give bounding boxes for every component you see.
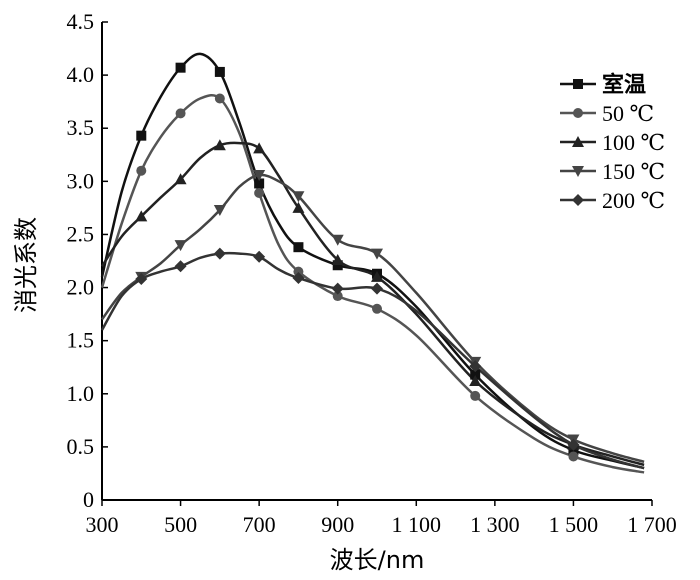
- y-tick-label: 1.5: [67, 328, 95, 353]
- data-point-series-4: [292, 191, 305, 203]
- legend: 室温 50 ℃ 100 ℃ 150 ℃ 200 ℃: [560, 72, 665, 213]
- legend-marker: [572, 136, 584, 147]
- data-point-series-5: [213, 247, 226, 260]
- data-point-series-3: [213, 139, 226, 151]
- y-tick-label: 0.5: [67, 434, 95, 459]
- data-point-series-5: [292, 271, 305, 284]
- data-point-series-5: [253, 250, 266, 263]
- data-point-series-2: [175, 108, 186, 119]
- data-point-series-3: [331, 253, 344, 265]
- data-point-series-3: [469, 375, 482, 387]
- legend-marker: [573, 108, 583, 118]
- data-point-series-3: [135, 210, 148, 222]
- x-ticks: 300 500 700 900 1 100 1 300 1 500 1 700: [86, 500, 677, 537]
- series-line-2: [100, 93, 645, 474]
- series-line-1: [100, 52, 645, 470]
- data-point-series-2: [214, 93, 225, 104]
- x-tick-label: 300: [86, 512, 119, 537]
- data-point-series-1: [175, 62, 186, 73]
- y-ticks: 0 0.5 1.0 1.5 2.0 2.5 3.0 3.5 4.0 4.5: [67, 9, 108, 512]
- data-point-series-5: [469, 360, 482, 373]
- data-point-series-3: [371, 270, 383, 282]
- data-point-series-4: [174, 240, 187, 252]
- data-point-series-2: [470, 390, 481, 401]
- series-line-3: [100, 141, 645, 467]
- series-line-5: [100, 251, 645, 470]
- legend-label: 100 ℃: [602, 130, 665, 155]
- data-point-series-5: [135, 273, 148, 286]
- legend-label: 室温: [602, 72, 646, 98]
- series-markers: [135, 62, 580, 462]
- legend-label: 200 ℃: [602, 188, 665, 213]
- y-tick-label: 1.0: [67, 381, 95, 406]
- data-point-series-5: [567, 438, 580, 451]
- data-point-series-1: [136, 130, 147, 141]
- data-point-series-4: [371, 248, 383, 260]
- y-tick-label: 4.5: [67, 9, 95, 34]
- data-point-series-5: [174, 260, 187, 273]
- data-point-series-1: [293, 242, 304, 253]
- legend-label: 150 ℃: [602, 159, 665, 184]
- y-tick-label: 4.0: [67, 62, 95, 87]
- x-tick-label: 900: [321, 512, 354, 537]
- y-tick-label: 3.5: [67, 115, 95, 140]
- legend-marker: [572, 166, 584, 177]
- y-tick-label: 2.0: [67, 275, 95, 300]
- legend-marker: [572, 194, 584, 206]
- y-tick-label: 0: [83, 487, 94, 512]
- x-tick-label: 500: [164, 512, 197, 537]
- y-tick-label: 3.0: [67, 168, 95, 193]
- data-point-series-4: [213, 205, 226, 217]
- data-point-series-4: [331, 234, 344, 246]
- data-point-series-4: [253, 169, 266, 181]
- x-tick-label: 700: [243, 512, 276, 537]
- data-point-series-2: [254, 188, 265, 199]
- x-tick-label: 1 500: [549, 512, 599, 537]
- data-point-series-1: [254, 178, 265, 189]
- x-tick-label: 1 300: [470, 512, 520, 537]
- legend-label: 50 ℃: [602, 101, 654, 126]
- data-point-series-5: [371, 282, 383, 295]
- series-lines: [100, 52, 645, 474]
- data-point-series-2: [293, 266, 304, 277]
- x-tick-label: 1 700: [627, 512, 677, 537]
- data-point-series-2: [332, 291, 343, 302]
- x-tick-label: 1 100: [392, 512, 442, 537]
- data-point-series-1: [214, 66, 225, 77]
- data-point-series-3: [253, 142, 266, 154]
- legend-marker: [573, 79, 583, 89]
- y-tick-label: 2.5: [67, 221, 95, 246]
- data-point-series-3: [174, 173, 187, 185]
- x-axis-title: 波长/nm: [330, 546, 425, 574]
- data-point-series-1: [470, 369, 481, 380]
- y-axis-title: 消光系数: [12, 217, 40, 313]
- axes: [101, 22, 652, 501]
- data-point-series-2: [568, 451, 579, 462]
- data-point-series-2: [136, 165, 147, 176]
- series-line-4: [100, 173, 645, 464]
- data-point-series-3: [292, 201, 305, 213]
- data-point-series-1: [332, 260, 343, 271]
- data-point-series-2: [372, 303, 382, 314]
- data-point-series-5: [331, 282, 344, 295]
